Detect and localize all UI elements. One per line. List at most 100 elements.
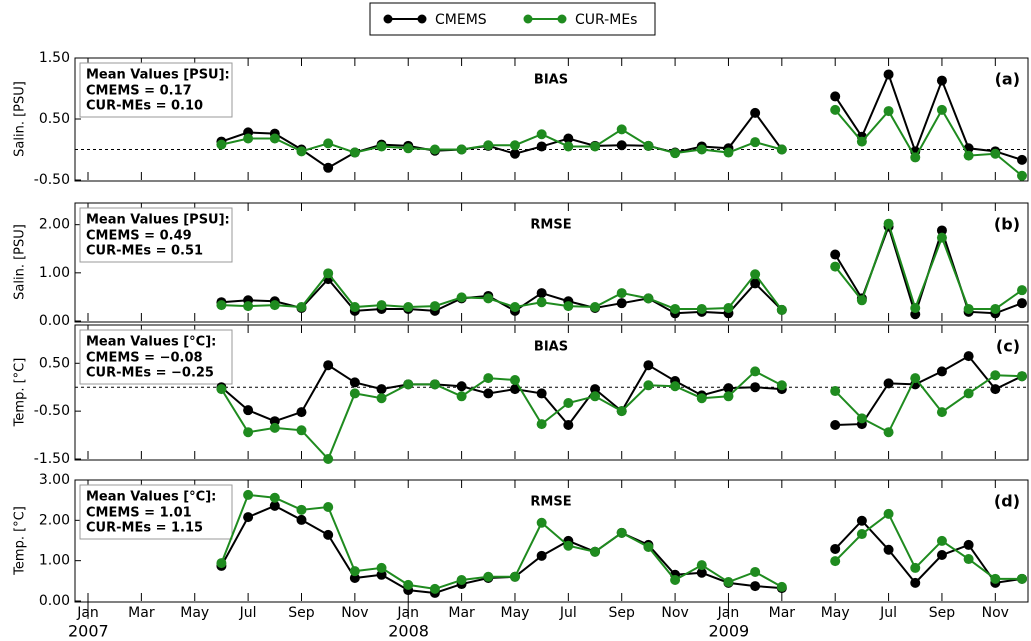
data-point (483, 571, 494, 582)
panel-title: RMSE (530, 495, 571, 510)
plot-frame (74, 324, 1029, 461)
data-point (723, 147, 734, 158)
y-tick-label: 0.50 (39, 355, 70, 371)
data-point (856, 413, 867, 424)
data-point (296, 146, 307, 157)
data-point (963, 351, 974, 362)
data-point (403, 143, 414, 154)
data-point (563, 398, 574, 409)
data-point (243, 133, 254, 144)
data-point (990, 573, 1001, 584)
data-point (883, 378, 894, 389)
data-point (830, 386, 841, 397)
data-point (643, 140, 654, 151)
data-point (830, 556, 841, 567)
data-point (883, 508, 894, 519)
data-point (696, 393, 707, 404)
data-point (910, 152, 921, 163)
panel-label: (d) (994, 492, 1020, 511)
annotation-line: CMEMS = 0.49 (86, 229, 192, 244)
plot-frame (74, 202, 1029, 323)
annotation-heading: Mean Values [°C]: (86, 490, 216, 505)
data-point (990, 148, 1001, 159)
data-point (403, 579, 414, 590)
annotation-heading: Mean Values [PSU]: (86, 68, 230, 83)
legend-label: CMEMS (435, 12, 487, 28)
data-point (776, 304, 787, 315)
data-point (883, 106, 894, 117)
data-point (296, 514, 307, 525)
data-point (616, 527, 627, 538)
data-point (456, 144, 467, 155)
data-point (830, 543, 841, 554)
data-point (936, 407, 947, 418)
data-point (670, 381, 681, 392)
data-point (243, 512, 254, 523)
data-point (403, 302, 414, 313)
data-point (509, 140, 520, 151)
data-point (429, 144, 440, 155)
data-point (269, 300, 280, 311)
annotation-heading: Mean Values [PSU]: (86, 213, 230, 228)
data-point (856, 295, 867, 306)
annotation-box (79, 484, 233, 540)
data-point (643, 380, 654, 391)
data-point (670, 303, 681, 314)
data-point (323, 529, 334, 540)
series-line (221, 71, 1023, 169)
annotation-heading: Mean Values [°C]: (86, 335, 216, 350)
data-point (243, 301, 254, 312)
legend-marker (417, 14, 427, 24)
y-axis-label: Temp. [°C] (13, 506, 28, 576)
data-point (1017, 371, 1027, 382)
data-point (856, 136, 867, 147)
y-tick-label: -0.50 (34, 172, 70, 188)
data-point (616, 140, 627, 151)
data-point (936, 550, 947, 561)
annotation-line: CMEMS = −0.08 (86, 351, 203, 366)
data-point (376, 562, 387, 573)
data-point (509, 375, 520, 386)
x-tick-label: Nov (661, 605, 688, 621)
data-point (429, 583, 440, 594)
data-point (723, 391, 734, 402)
data-point (936, 225, 947, 236)
y-tick-label: -1.50 (34, 451, 70, 467)
data-point (776, 380, 787, 391)
data-point (696, 144, 707, 155)
data-point (990, 370, 1001, 381)
annotation-line: CMEMS = 0.17 (86, 84, 192, 99)
data-point (963, 303, 974, 314)
data-point (643, 293, 654, 304)
data-point (750, 382, 761, 393)
data-point (723, 383, 734, 394)
data-point (910, 302, 921, 313)
data-point (429, 301, 440, 312)
x-tick-label: Mar (769, 605, 796, 621)
series-line (220, 504, 1023, 594)
data-point (590, 141, 601, 152)
data-point (509, 302, 520, 313)
data-point (856, 515, 867, 526)
data-point (349, 388, 360, 399)
data-point (349, 566, 360, 577)
data-point (269, 133, 280, 144)
data-point (269, 500, 280, 511)
annotation-box (79, 207, 233, 263)
data-point (323, 268, 334, 279)
data-point (269, 422, 280, 433)
data-point (963, 554, 974, 565)
data-point (323, 162, 334, 173)
data-point (750, 581, 761, 592)
data-point (990, 303, 1001, 314)
data-point (1017, 298, 1027, 309)
data-point (990, 384, 1001, 395)
data-point (616, 288, 627, 299)
legend-marker (523, 14, 533, 24)
data-point (323, 454, 334, 464)
data-point (509, 571, 520, 582)
data-point (963, 539, 974, 550)
data-point (936, 535, 947, 546)
data-point (616, 124, 627, 135)
data-point (696, 303, 707, 314)
